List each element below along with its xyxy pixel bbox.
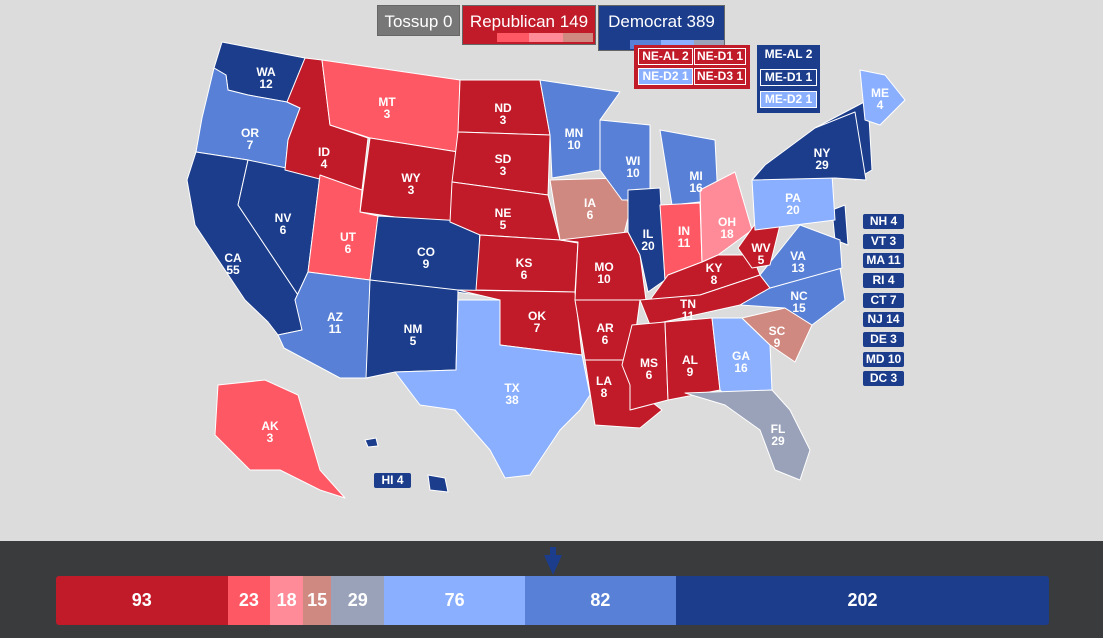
state-label-ne: NE 5 [495,206,512,232]
small-state-ri[interactable]: RI 4 [863,273,904,288]
state-label-id: ID 4 [318,145,330,171]
state-label-ia: IA 6 [584,196,596,222]
nebraska-districts-panel: NE-AL 2 NE-D1 1 NE-D2 1 NE-D3 1 [634,45,750,89]
nj-de-md-shape[interactable] [831,204,849,246]
state-label-nm: NM 5 [404,322,423,348]
state-label-wy: WY 3 [401,171,420,197]
state-label-ok: OK 7 [528,309,546,335]
map-area: WA 12 OR 7 CA 55 NV 6 ID 4 MT 3 WY 3 UT 6 AZ 11 CO 9 NM 5 ND 3 S… [186,5,906,499]
state-oh[interactable] [699,171,753,263]
state-label-ky: KY 8 [706,261,723,287]
state-label-mo: MO 10 [594,260,613,286]
small-state-vt[interactable]: VT 3 [863,234,904,249]
state-label-mi: MI 16 [689,169,703,195]
state-label-or: OR 7 [241,126,259,152]
state-label-sd: SD 3 [495,152,512,178]
state-label-wv: WV 5 [751,241,770,267]
state-label-co: CO 9 [417,245,435,271]
democrat-total-label: Democrat 389 [608,12,715,31]
state-label-ut: UT 6 [340,230,357,256]
state-label-oh: OH 18 [718,215,736,241]
district-me-d1[interactable]: ME-D1 1 [760,69,817,86]
state-label-mt: MT 3 [378,95,396,121]
state-label-pa: PA 20 [785,191,801,217]
republican-rating-strip [497,33,593,42]
tally-segment-safe-rep: 93 [56,576,228,625]
republican-total-box: Republican 149 [462,5,596,45]
small-state-md[interactable]: MD 10 [863,352,904,367]
small-state-dc[interactable]: DC 3 [863,371,904,386]
state-label-va: VA 13 [790,249,806,275]
small-state-nh[interactable]: NH 4 [863,214,904,229]
district-ne-al[interactable]: NE-AL 2 [638,48,693,65]
tally-segment-safe-dem: 202 [676,576,1049,625]
state-label-la: LA 8 [596,374,612,400]
state-label-ca: CA 55 [224,251,242,277]
district-ne-d2[interactable]: NE-D2 1 [638,68,693,85]
small-state-ct[interactable]: CT 7 [863,293,904,308]
small-state-nj[interactable]: NJ 14 [863,312,904,327]
maine-districts-panel: ME-AL 2 ME-D1 1 ME-D2 1 [757,45,820,113]
state-label-nd: ND 3 [494,101,512,127]
state-label-hi[interactable]: HI 4 [374,473,411,488]
state-label-nc: NC 15 [790,289,808,315]
state-label-fl: FL 29 [771,422,786,448]
tally-segment-lean-rep: 18 [270,576,304,625]
tally-bar-area: 93 23 18 15 29 76 82 202 [0,541,1103,638]
democrat-rating-strip [630,40,724,49]
district-me-al[interactable]: ME-AL 2 [760,47,817,64]
state-label-me: ME 4 [871,86,889,112]
tossup-total-box: Tossup 0 [377,5,460,36]
state-label-az: AZ 11 [327,310,343,336]
district-me-d2[interactable]: ME-D2 1 [760,91,817,108]
state-label-ks: KS 6 [516,256,533,282]
republican-total-label: Republican 149 [469,12,589,31]
small-state-ma[interactable]: MA 11 [863,253,904,268]
democrat-total-box: Democrat 389 [598,5,725,51]
hawaii-island-small[interactable] [364,437,379,448]
state-ak[interactable] [214,379,346,499]
hawaii-island-big[interactable] [427,474,449,493]
tally-segment-tilt-dem: 76 [384,576,525,625]
state-label-ga: GA 16 [732,349,750,375]
state-label-tn: TN 11 [680,297,696,323]
district-ne-d1[interactable]: NE-D1 1 [694,48,746,65]
tally-segment-lean-dem: 82 [524,576,677,625]
state-label-ms: MS 6 [640,356,658,382]
majority-marker-stem [550,547,556,557]
state-label-mn: MN 10 [565,126,584,152]
state-ny[interactable] [751,111,867,181]
tally-segment-tossup: 29 [330,576,385,625]
state-me[interactable] [859,69,906,126]
state-label-al: AL 9 [682,353,698,379]
electoral-tally-bar: 93 23 18 15 29 76 82 202 [56,576,1049,625]
state-tx[interactable] [394,299,591,479]
state-label-ar: AR 6 [596,321,614,347]
tally-segment-likely-rep: 23 [227,576,271,625]
state-label-in: IN 11 [678,224,691,250]
state-label-tx: TX 38 [504,381,519,407]
us-map: WA 12 OR 7 CA 55 NV 6 ID 4 MT 3 WY 3 UT 6 AZ 11 CO 9 NM 5 ND 3 S… [186,41,906,499]
state-label-sc: SC 9 [769,324,786,350]
state-label-ny: NY 29 [814,146,831,172]
state-label-nv: NV 6 [275,211,292,237]
district-ne-d3[interactable]: NE-D3 1 [694,68,746,85]
state-va[interactable] [759,224,843,289]
tossup-total-label: Tossup 0 [384,12,453,31]
majority-marker [544,555,562,575]
state-label-il: IL 20 [641,227,655,253]
state-fl[interactable] [684,389,811,481]
state-sc[interactable] [741,307,813,363]
state-label-wi: WI 10 [626,154,641,180]
state-label-wa: WA 12 [256,65,276,91]
small-state-de[interactable]: DE 3 [863,332,904,347]
state-il[interactable] [627,187,666,293]
tally-segment-tilt-rep: 15 [303,576,331,625]
state-label-ak: AK 3 [261,419,279,445]
